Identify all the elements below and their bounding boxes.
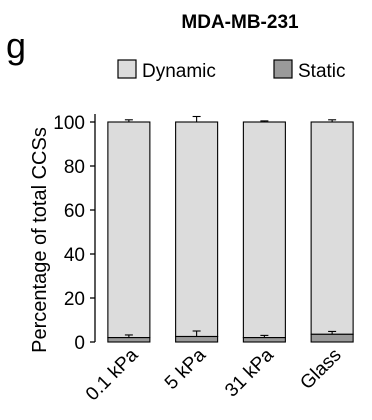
chart-title: MDA-MB-231 xyxy=(181,12,299,33)
y-tick-label: 0 xyxy=(74,333,85,354)
y-tick-label: 80 xyxy=(64,157,85,178)
bars xyxy=(107,115,354,343)
legend-swatch-dynamic xyxy=(117,59,137,79)
panel-label: g xyxy=(6,25,26,66)
x-tick-label: 31 kPa xyxy=(221,344,278,401)
y-tick-label: 100 xyxy=(53,113,85,134)
bar-dynamic xyxy=(175,121,219,338)
y-tick-label: 20 xyxy=(64,289,85,310)
y-axis-label: Percentage of total CCSs xyxy=(29,127,51,353)
legend-label-static: Static xyxy=(298,61,346,82)
x-tick-label: 5 kPa xyxy=(161,344,211,394)
y-axis: 0 20 40 60 80 100 xyxy=(53,113,96,354)
x-tick-label: 0.1 kPa xyxy=(82,344,143,405)
y-tick-label: 40 xyxy=(64,245,85,266)
bar-dynamic xyxy=(310,121,354,335)
bar-static xyxy=(175,335,219,343)
legend: Dynamic Static xyxy=(117,59,346,82)
legend-label-dynamic: Dynamic xyxy=(142,61,216,82)
x-tick-label: Glass xyxy=(296,345,345,394)
bar-dynamic xyxy=(242,121,286,339)
bar-static xyxy=(107,337,151,343)
bar-static xyxy=(242,337,286,343)
legend-swatch-static xyxy=(273,59,293,79)
x-axis: 0.1 kPa 5 kPa 31 kPa Glass xyxy=(82,344,346,405)
bar-dynamic xyxy=(107,121,151,339)
bar-static xyxy=(310,333,354,343)
y-tick-label: 60 xyxy=(64,201,85,222)
